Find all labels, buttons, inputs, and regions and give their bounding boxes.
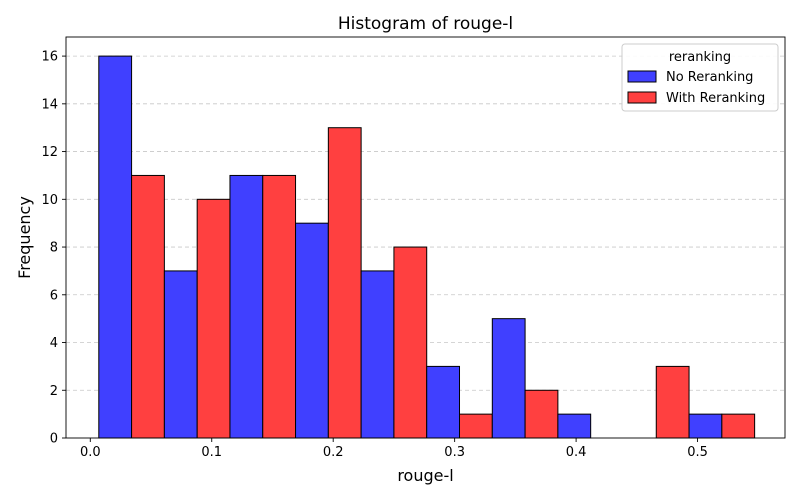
legend-title: reranking	[669, 50, 731, 65]
chart-title: Histogram of rouge-l	[338, 14, 513, 34]
y-axis-label: Frequency	[15, 196, 34, 279]
histogram-bar	[262, 174, 297, 439]
y-tick-label: 12	[41, 145, 58, 160]
histogram-bar	[295, 222, 329, 439]
histogram-bar	[491, 318, 526, 439]
bars	[98, 55, 756, 439]
y-tick-label: 4	[50, 336, 58, 351]
x-tick-label: 0.5	[687, 445, 708, 460]
histogram-bar	[524, 389, 559, 439]
histogram-bar	[655, 365, 690, 439]
histogram-bar	[426, 365, 461, 439]
y-tick-label: 0	[50, 432, 58, 447]
histogram-bar	[459, 413, 493, 439]
x-tick-label: 0.4	[566, 445, 587, 460]
histogram-bar	[163, 270, 198, 439]
y-tick-label: 16	[41, 50, 58, 65]
histogram-bar	[327, 127, 362, 439]
y-tick-label: 14	[41, 97, 58, 112]
histogram-bar	[229, 174, 264, 439]
histogram-bar	[721, 413, 756, 439]
x-axis-ticks: 0.0 0.1 0.2 0.3 0.4 0.5	[80, 438, 708, 460]
legend-swatch	[627, 70, 657, 83]
legend-swatch	[627, 91, 657, 104]
y-tick-label: 6	[50, 288, 58, 303]
legend-entry-label: With Reranking	[666, 91, 765, 106]
x-axis-label: rouge-l	[397, 466, 453, 485]
histogram-bar	[98, 55, 133, 439]
plot-frame	[65, 36, 786, 439]
x-tick-label: 0.3	[444, 445, 465, 460]
legend: reranking No Reranking With Reranking	[621, 43, 779, 112]
legend-entry-label: No Reranking	[666, 70, 753, 85]
x-tick-label: 0.1	[201, 445, 222, 460]
legend-box	[621, 43, 779, 112]
histogram-bar	[196, 198, 231, 439]
y-tick-label: 2	[50, 384, 58, 399]
histogram-bar	[360, 270, 395, 439]
x-tick-label: 0.2	[323, 445, 344, 460]
histogram-bar	[131, 174, 165, 439]
y-axis-ticks: 0 2 4 6 8 10 12 14 16	[41, 50, 66, 447]
y-tick-label: 10	[41, 193, 58, 208]
legend-entries: No Reranking With Reranking	[627, 70, 765, 106]
y-tick-label: 8	[50, 241, 58, 256]
histogram-bar	[688, 413, 723, 439]
histogram-bar	[557, 413, 592, 439]
x-tick-label: 0.0	[80, 445, 101, 460]
histogram-bar	[393, 246, 428, 439]
